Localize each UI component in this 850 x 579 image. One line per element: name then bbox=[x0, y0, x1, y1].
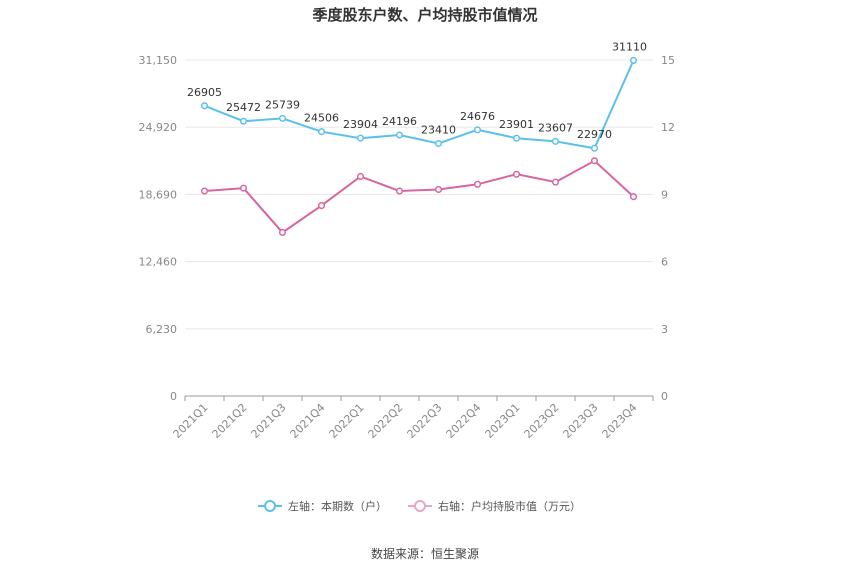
data-label: 31110 bbox=[612, 40, 647, 53]
right-axis-tick-label: 9 bbox=[661, 188, 668, 201]
legend-item-right-series[interactable]: 右轴：户均持股市值（万元） bbox=[408, 499, 581, 513]
data-label: 23901 bbox=[499, 118, 534, 131]
data-point bbox=[317, 128, 326, 136]
x-axis-tick-label: 2021Q4 bbox=[288, 401, 328, 441]
legend-left-marker-icon bbox=[264, 500, 276, 512]
data-point bbox=[512, 170, 521, 178]
data-point bbox=[356, 134, 365, 142]
data-point bbox=[434, 185, 443, 194]
data-point bbox=[395, 187, 404, 195]
legend-right-label: 右轴：户均持股市值（万元） bbox=[438, 499, 581, 513]
right-axis-tick-label: 0 bbox=[661, 390, 668, 403]
x-axis-tick-label: 2022Q4 bbox=[444, 401, 484, 441]
chart-title: 季度股东户数、户均持股市值情况 bbox=[312, 6, 537, 24]
data-point bbox=[278, 114, 287, 122]
data-label: 23904 bbox=[343, 118, 378, 131]
data-label: 24676 bbox=[460, 110, 495, 123]
data-point bbox=[200, 102, 209, 110]
legend: 左轴：本期数（户） 右轴：户均持股市值（万元） bbox=[258, 499, 581, 513]
data-point bbox=[200, 187, 209, 195]
data-label: 25472 bbox=[226, 101, 261, 114]
legend-item-left-series[interactable]: 左轴：本期数（户） bbox=[258, 499, 387, 513]
x-axis-tick-label: 2022Q2 bbox=[366, 401, 406, 441]
x-axis-tick-label: 2023Q3 bbox=[561, 401, 601, 441]
data-point bbox=[629, 56, 638, 64]
series-line-right bbox=[204, 159, 635, 234]
left-axis-tick-label: 12,460 bbox=[139, 256, 178, 269]
x-axis-tick-label: 2022Q3 bbox=[405, 401, 445, 441]
data-point bbox=[278, 228, 287, 237]
data-point bbox=[434, 139, 443, 148]
data-point bbox=[317, 202, 326, 210]
x-axis-tick-label: 2023Q1 bbox=[483, 401, 523, 441]
left-axis-tick-label: 6,230 bbox=[146, 323, 178, 336]
x-axis-tick-label: 2023Q2 bbox=[522, 401, 562, 441]
data-point bbox=[551, 178, 560, 186]
data-point bbox=[239, 184, 248, 192]
legend-right-marker-icon bbox=[414, 500, 426, 512]
data-label: 24196 bbox=[382, 115, 417, 128]
right-axis-tick-label: 3 bbox=[661, 323, 668, 336]
data-point bbox=[512, 134, 521, 142]
data-point bbox=[590, 144, 599, 152]
left-axis-tick-label: 31,150 bbox=[139, 54, 178, 67]
x-axis-tick-label: 2023Q4 bbox=[600, 401, 640, 441]
left-axis-tick-label: 18,690 bbox=[139, 188, 178, 201]
data-labels: 26905 25472 25739 24506 23904 24196 23410 24676… bbox=[187, 40, 647, 141]
data-point bbox=[473, 180, 482, 188]
x-axis-tick-label: 2021Q2 bbox=[210, 401, 250, 441]
grid-lines bbox=[185, 59, 653, 330]
right-axis-tick-label: 15 bbox=[661, 54, 675, 67]
data-point bbox=[551, 137, 560, 145]
data-point bbox=[239, 117, 248, 125]
data-point bbox=[356, 172, 365, 181]
right-axis-tick-label: 12 bbox=[661, 121, 675, 134]
series-line-left bbox=[204, 59, 635, 150]
data-label: 24506 bbox=[304, 112, 339, 125]
data-label: 23607 bbox=[538, 121, 573, 134]
data-point bbox=[473, 126, 482, 134]
data-point bbox=[590, 157, 599, 165]
data-label: 22970 bbox=[577, 128, 612, 141]
data-label: 23410 bbox=[421, 123, 456, 136]
data-label: 26905 bbox=[187, 86, 222, 99]
x-axis-tick-label: 2022Q1 bbox=[327, 401, 367, 441]
left-axis-tick-label: 0 bbox=[170, 390, 177, 403]
data-label: 25739 bbox=[265, 98, 300, 111]
x-axis-tick-label: 2021Q3 bbox=[249, 401, 289, 441]
data-point bbox=[629, 193, 638, 201]
source-note: 数据来源：恒生聚源 bbox=[371, 546, 479, 561]
left-axis-tick-label: 24,920 bbox=[139, 121, 178, 134]
series-layer bbox=[200, 56, 638, 237]
right-axis-tick-label: 6 bbox=[661, 256, 668, 269]
data-point bbox=[395, 131, 404, 139]
x-axis-tick-label: 2021Q1 bbox=[171, 401, 211, 441]
legend-left-label: 左轴：本期数（户） bbox=[288, 499, 387, 513]
